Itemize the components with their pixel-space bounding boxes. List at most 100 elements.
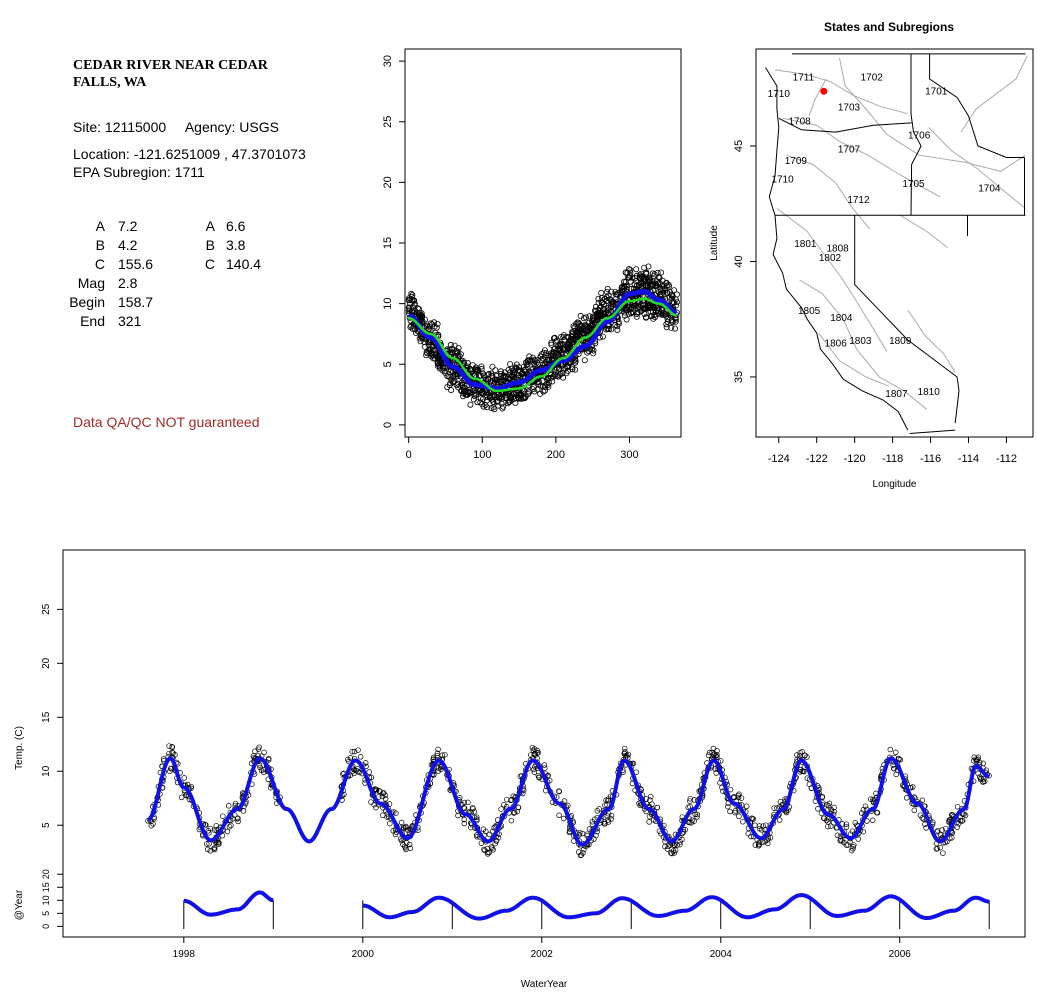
data-point xyxy=(428,321,435,328)
data-point xyxy=(502,394,509,401)
data-point xyxy=(615,320,622,327)
data-point xyxy=(511,371,518,378)
data-point xyxy=(627,266,634,273)
y-tick-label: 5 xyxy=(41,822,52,828)
data-point xyxy=(434,750,441,757)
data-point xyxy=(504,400,511,407)
data-point xyxy=(431,346,438,353)
data-point xyxy=(630,760,637,767)
site-marker xyxy=(820,87,828,95)
data-point xyxy=(954,803,961,810)
data-point xyxy=(691,818,697,824)
data-point xyxy=(548,341,555,348)
y-tick-label: 15 xyxy=(41,882,51,892)
data-point xyxy=(575,849,582,855)
data-point xyxy=(252,748,258,754)
data-point xyxy=(493,838,500,844)
data-point xyxy=(626,265,633,272)
data-point xyxy=(461,799,468,806)
data-point xyxy=(453,382,460,389)
data-point xyxy=(650,287,657,294)
data-point xyxy=(666,283,673,290)
data-point xyxy=(563,350,570,357)
data-point xyxy=(653,281,660,288)
data-point xyxy=(622,749,628,755)
data-point xyxy=(442,751,448,758)
data-point xyxy=(418,315,425,322)
data-point xyxy=(481,846,487,853)
subregion-boundary xyxy=(808,78,827,117)
region-label: 1701 xyxy=(925,87,948,98)
data-point xyxy=(368,774,375,781)
data-point xyxy=(484,845,491,852)
data-point xyxy=(735,794,742,801)
data-point xyxy=(834,832,841,839)
data-point xyxy=(150,821,156,827)
subregion-boundary xyxy=(907,309,956,373)
data-point xyxy=(531,769,538,775)
data-point xyxy=(589,313,596,320)
data-point xyxy=(602,802,608,808)
region-label: 1711 xyxy=(793,73,815,84)
data-point xyxy=(671,842,678,849)
data-point xyxy=(424,350,431,357)
data-point xyxy=(860,828,866,835)
param-value: 155.6 xyxy=(118,256,154,272)
data-point xyxy=(538,356,545,363)
subregion-boundary xyxy=(899,214,948,248)
data-point xyxy=(961,811,967,817)
data-point xyxy=(500,372,507,379)
data-point xyxy=(204,846,211,853)
data-point xyxy=(532,751,539,757)
data-point xyxy=(602,821,608,827)
data-point xyxy=(450,373,457,380)
data-point xyxy=(405,304,412,311)
data-point xyxy=(938,832,944,838)
data-point xyxy=(572,327,579,334)
x-tick-label: 0 xyxy=(406,449,412,461)
data-point xyxy=(436,358,443,365)
data-point xyxy=(679,836,685,843)
data-point xyxy=(430,756,437,763)
state-boundary xyxy=(854,215,960,424)
data-point xyxy=(498,806,504,812)
data-point xyxy=(740,818,746,825)
data-point xyxy=(167,768,173,774)
data-point xyxy=(478,365,485,372)
data-point xyxy=(501,802,507,808)
data-point xyxy=(563,370,570,377)
x-tick-label: -118 xyxy=(882,453,903,465)
data-point xyxy=(976,759,983,766)
param-value: 7.2 xyxy=(118,218,138,234)
y-tick-label: 15 xyxy=(382,237,394,249)
data-point xyxy=(412,326,419,333)
data-point xyxy=(436,365,443,372)
data-point xyxy=(524,358,531,365)
data-point xyxy=(204,841,210,847)
data-point xyxy=(650,281,657,288)
data-point xyxy=(618,284,625,291)
param-value: 140.4 xyxy=(226,256,262,272)
param-label: B xyxy=(95,237,105,253)
data-point xyxy=(435,746,441,753)
data-point xyxy=(643,314,650,321)
data-point xyxy=(595,295,602,302)
data-point xyxy=(517,368,524,375)
data-point xyxy=(825,803,832,809)
data-point xyxy=(626,274,633,281)
data-point xyxy=(665,843,672,849)
data-point xyxy=(232,800,239,807)
data-point xyxy=(439,364,446,371)
param-label: Mag xyxy=(77,275,105,291)
data-point xyxy=(647,313,654,320)
x-tick-label: -120 xyxy=(844,453,866,465)
data-point xyxy=(558,333,565,340)
data-point xyxy=(592,303,599,310)
data-point xyxy=(474,816,480,823)
annual-line xyxy=(362,893,990,921)
data-point xyxy=(646,278,653,285)
data-point xyxy=(584,349,591,356)
data-point xyxy=(508,797,514,804)
data-point xyxy=(752,822,758,829)
data-point xyxy=(947,835,953,842)
